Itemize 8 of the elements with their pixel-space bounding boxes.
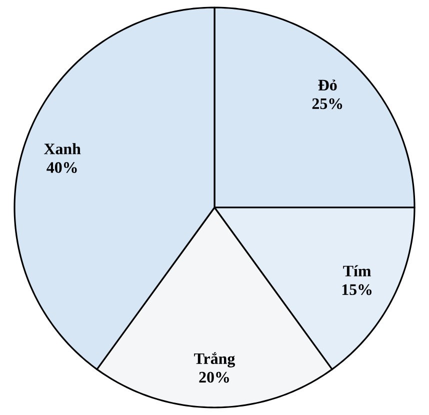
data-label: 15% bbox=[342, 284, 372, 296]
data-label: 25% bbox=[312, 98, 342, 110]
data-label: 20% bbox=[199, 372, 229, 383]
slice-label: Tím bbox=[343, 265, 371, 276]
slice-label: Trắng bbox=[194, 352, 236, 368]
slice-label: Đỏ bbox=[318, 80, 337, 90]
slice-label: Xanh bbox=[44, 143, 81, 154]
data-label: 40% bbox=[46, 162, 77, 173]
